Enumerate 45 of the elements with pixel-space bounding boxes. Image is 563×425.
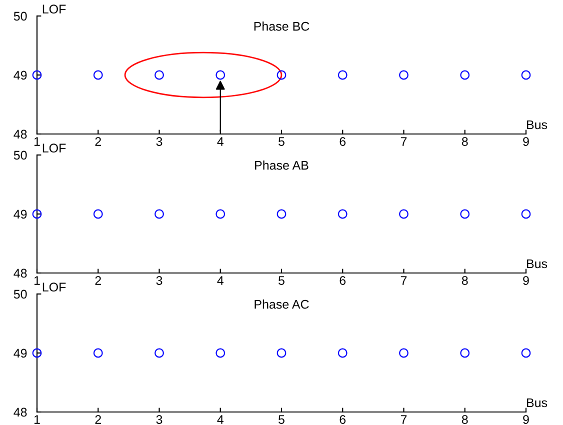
y-tick-label: 49 bbox=[14, 348, 27, 358]
x-tick-label: 4 bbox=[217, 415, 224, 424]
y-tick-label: 48 bbox=[14, 130, 27, 139]
chart-title: Phase AB bbox=[255, 160, 308, 170]
x-axis-title: Bus bbox=[527, 259, 548, 268]
x-tick-label: 4 bbox=[217, 276, 224, 285]
x-tick-label: 2 bbox=[95, 137, 101, 146]
y-tick-label: 49 bbox=[14, 210, 27, 219]
x-tick-label: 5 bbox=[278, 137, 284, 146]
x-tick-label: 2 bbox=[95, 276, 101, 285]
x-tick-label: 1 bbox=[34, 276, 40, 285]
chart-title: Phase BC bbox=[254, 22, 310, 31]
x-tick-label: 1 bbox=[34, 137, 40, 146]
x-tick-label: 3 bbox=[156, 276, 162, 285]
x-tick-label: 8 bbox=[462, 137, 468, 146]
y-tick-label: 49 bbox=[14, 70, 27, 80]
x-tick-label: 6 bbox=[340, 276, 346, 285]
x-tick-label: 4 bbox=[217, 137, 224, 146]
x-tick-label: 7 bbox=[400, 137, 407, 146]
x-tick-label: 8 bbox=[462, 276, 468, 285]
x-tick-label: 1 bbox=[34, 415, 40, 424]
x-tick-label: 5 bbox=[278, 415, 284, 424]
y-axis-title: LOF bbox=[42, 282, 66, 292]
y-tick-label: 48 bbox=[14, 268, 27, 278]
x-tick-label: 9 bbox=[523, 415, 529, 424]
x-tick-label: 3 bbox=[156, 415, 162, 424]
y-tick-label: 50 bbox=[14, 290, 27, 299]
x-tick-label: 7 bbox=[400, 415, 407, 424]
x-axis-title: Bus bbox=[527, 120, 548, 130]
y-tick-label: 50 bbox=[14, 150, 27, 160]
y-axis-title: LOF bbox=[42, 4, 66, 14]
x-tick-label: 9 bbox=[523, 137, 529, 146]
x-tick-label: 7 bbox=[400, 276, 407, 285]
x-tick-label: 5 bbox=[278, 276, 284, 285]
x-tick-label: 9 bbox=[523, 276, 529, 285]
x-tick-label: 3 bbox=[156, 137, 162, 146]
x-tick-label: 8 bbox=[462, 415, 468, 424]
x-tick-label: 2 bbox=[95, 415, 101, 424]
x-axis-title: Bus bbox=[527, 398, 548, 408]
x-tick-label: 6 bbox=[340, 137, 346, 146]
x-tick-label: 6 bbox=[340, 415, 346, 424]
y-tick-label: 48 bbox=[14, 408, 27, 417]
y-axis-title: LOF bbox=[42, 144, 66, 153]
y-tick-label: 50 bbox=[14, 12, 27, 21]
chart-title: Phase AC bbox=[254, 300, 309, 309]
